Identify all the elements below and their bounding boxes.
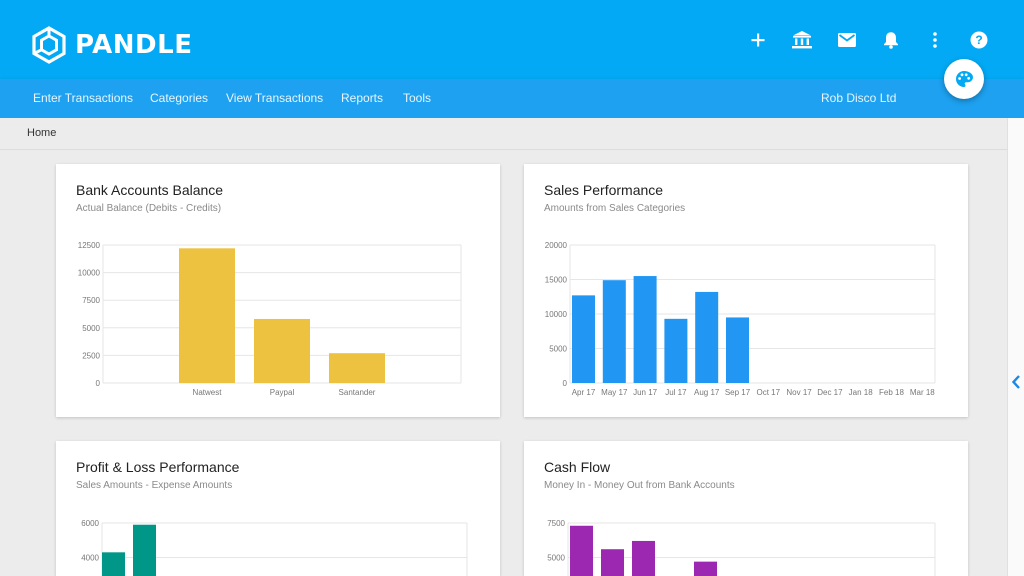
x-tick-label: Santander [339,388,376,397]
y-tick-label: 5000 [82,324,100,333]
cash-flow-card: Cash Flow Money In - Money Out from Bank… [524,441,968,576]
bar[interactable] [602,280,626,383]
help-icon[interactable]: ? [967,28,991,52]
card-title: Cash Flow [544,459,611,475]
bar[interactable] [179,248,235,383]
bar[interactable] [254,318,310,383]
x-tick-label: Jul 17 [665,388,687,397]
bar[interactable] [133,524,156,576]
bar[interactable] [633,276,657,383]
bar[interactable] [572,295,595,383]
y-tick-label: 4000 [81,554,99,563]
x-tick-label: Dec 17 [817,388,843,397]
bar[interactable] [726,317,749,383]
main-nav: Enter Transactions Categories View Trans… [0,79,1024,118]
x-tick-label: Jan 18 [849,388,874,397]
x-tick-label: Sep 17 [725,388,751,397]
cash-flow-chart: 5000 7500 [547,519,936,576]
expand-panel-button[interactable] [1011,374,1021,395]
x-tick-label: Nov 17 [786,388,812,397]
y-tick-label: 0 [96,379,101,388]
y-tick-label: 6000 [81,519,99,528]
card-title: Profit & Loss Performance [76,459,240,475]
bar[interactable] [570,525,593,576]
x-tick-label: Oct 17 [757,388,781,397]
y-tick-label: 10000 [545,310,568,319]
bar[interactable] [695,291,719,383]
x-tick-label: Apr 17 [572,388,596,397]
bar[interactable] [329,353,385,383]
palette-icon [956,71,973,87]
nav-enter-transactions[interactable]: Enter Transactions [33,91,134,105]
company-name[interactable]: Rob Disco Ltd [821,91,897,105]
x-tick-label: Paypal [270,388,295,397]
bell-icon[interactable] [879,28,903,52]
svg-text:?: ? [975,33,982,47]
card-subtitle: Sales Amounts - Expense Amounts [76,480,233,491]
bar[interactable] [664,318,688,383]
profit-loss-chart: 4000 6000 [81,519,468,576]
y-tick-label: 7500 [547,519,565,528]
y-tick-label: 12500 [78,241,101,250]
x-tick-label: Mar 18 [910,388,935,397]
mail-icon[interactable] [835,28,859,52]
x-tick-label: Feb 18 [879,388,904,397]
card-subtitle: Amounts from Sales Categories [544,203,686,214]
y-tick-label: 7500 [82,296,100,305]
y-tick-label: 2500 [82,351,100,360]
bar[interactable] [601,549,624,576]
y-tick-label: 10000 [78,269,101,278]
x-tick-label: Aug 17 [694,388,720,397]
profit-loss-card: Profit & Loss Performance Sales Amounts … [56,441,500,576]
bar[interactable] [632,540,655,576]
x-tick-label: Jun 17 [633,388,658,397]
x-tick-label: May 17 [601,388,628,397]
y-tick-label: 0 [563,379,568,388]
plus-icon[interactable] [746,28,770,52]
y-tick-label: 15000 [545,276,568,285]
y-tick-label: 20000 [545,241,568,250]
nav-categories[interactable]: Categories [150,91,209,105]
bank-accounts-balance-card: Bank Accounts Balance Actual Balance (De… [56,164,500,417]
bar[interactable] [102,552,125,576]
theme-palette-button[interactable] [944,59,984,99]
nav-view-transactions[interactable]: View Transactions [226,91,324,105]
bank-balance-chart: 0 2500 5000 7500 10000 12500 Natwest Paypal Sant… [78,241,462,397]
card-title: Bank Accounts Balance [76,182,224,198]
card-subtitle: Money In - Money Out from Bank Accounts [544,480,735,491]
right-side-panel [1007,118,1024,576]
pandle-logo-mark-icon [32,26,66,64]
bar[interactable] [694,561,717,576]
breadcrumb-home[interactable]: Home [27,127,57,139]
more-vert-icon[interactable] [923,28,947,52]
y-tick-label: 5000 [547,554,565,563]
pandle-logo[interactable]: PANDLE [31,26,192,64]
brand-name: PANDLE [75,30,193,60]
top-app-bar: PANDLE ? [0,0,1024,79]
sales-performance-chart: 0 5000 10000 15000 20000 Apr 17 May 17 Jun 17 Ju… [545,241,936,397]
card-title: Sales Performance [544,182,664,198]
chevron-left-icon [1011,375,1020,389]
breadcrumb: Home [0,118,1007,150]
card-subtitle: Actual Balance (Debits - Credits) [76,203,222,214]
nav-tools[interactable]: Tools [403,91,432,105]
sales-performance-card: Sales Performance Amounts from Sales Cat… [524,164,968,417]
bank-icon[interactable] [790,28,814,52]
nav-reports[interactable]: Reports [341,91,384,105]
x-tick-label: Natwest [193,388,223,397]
y-tick-label: 5000 [549,345,567,354]
